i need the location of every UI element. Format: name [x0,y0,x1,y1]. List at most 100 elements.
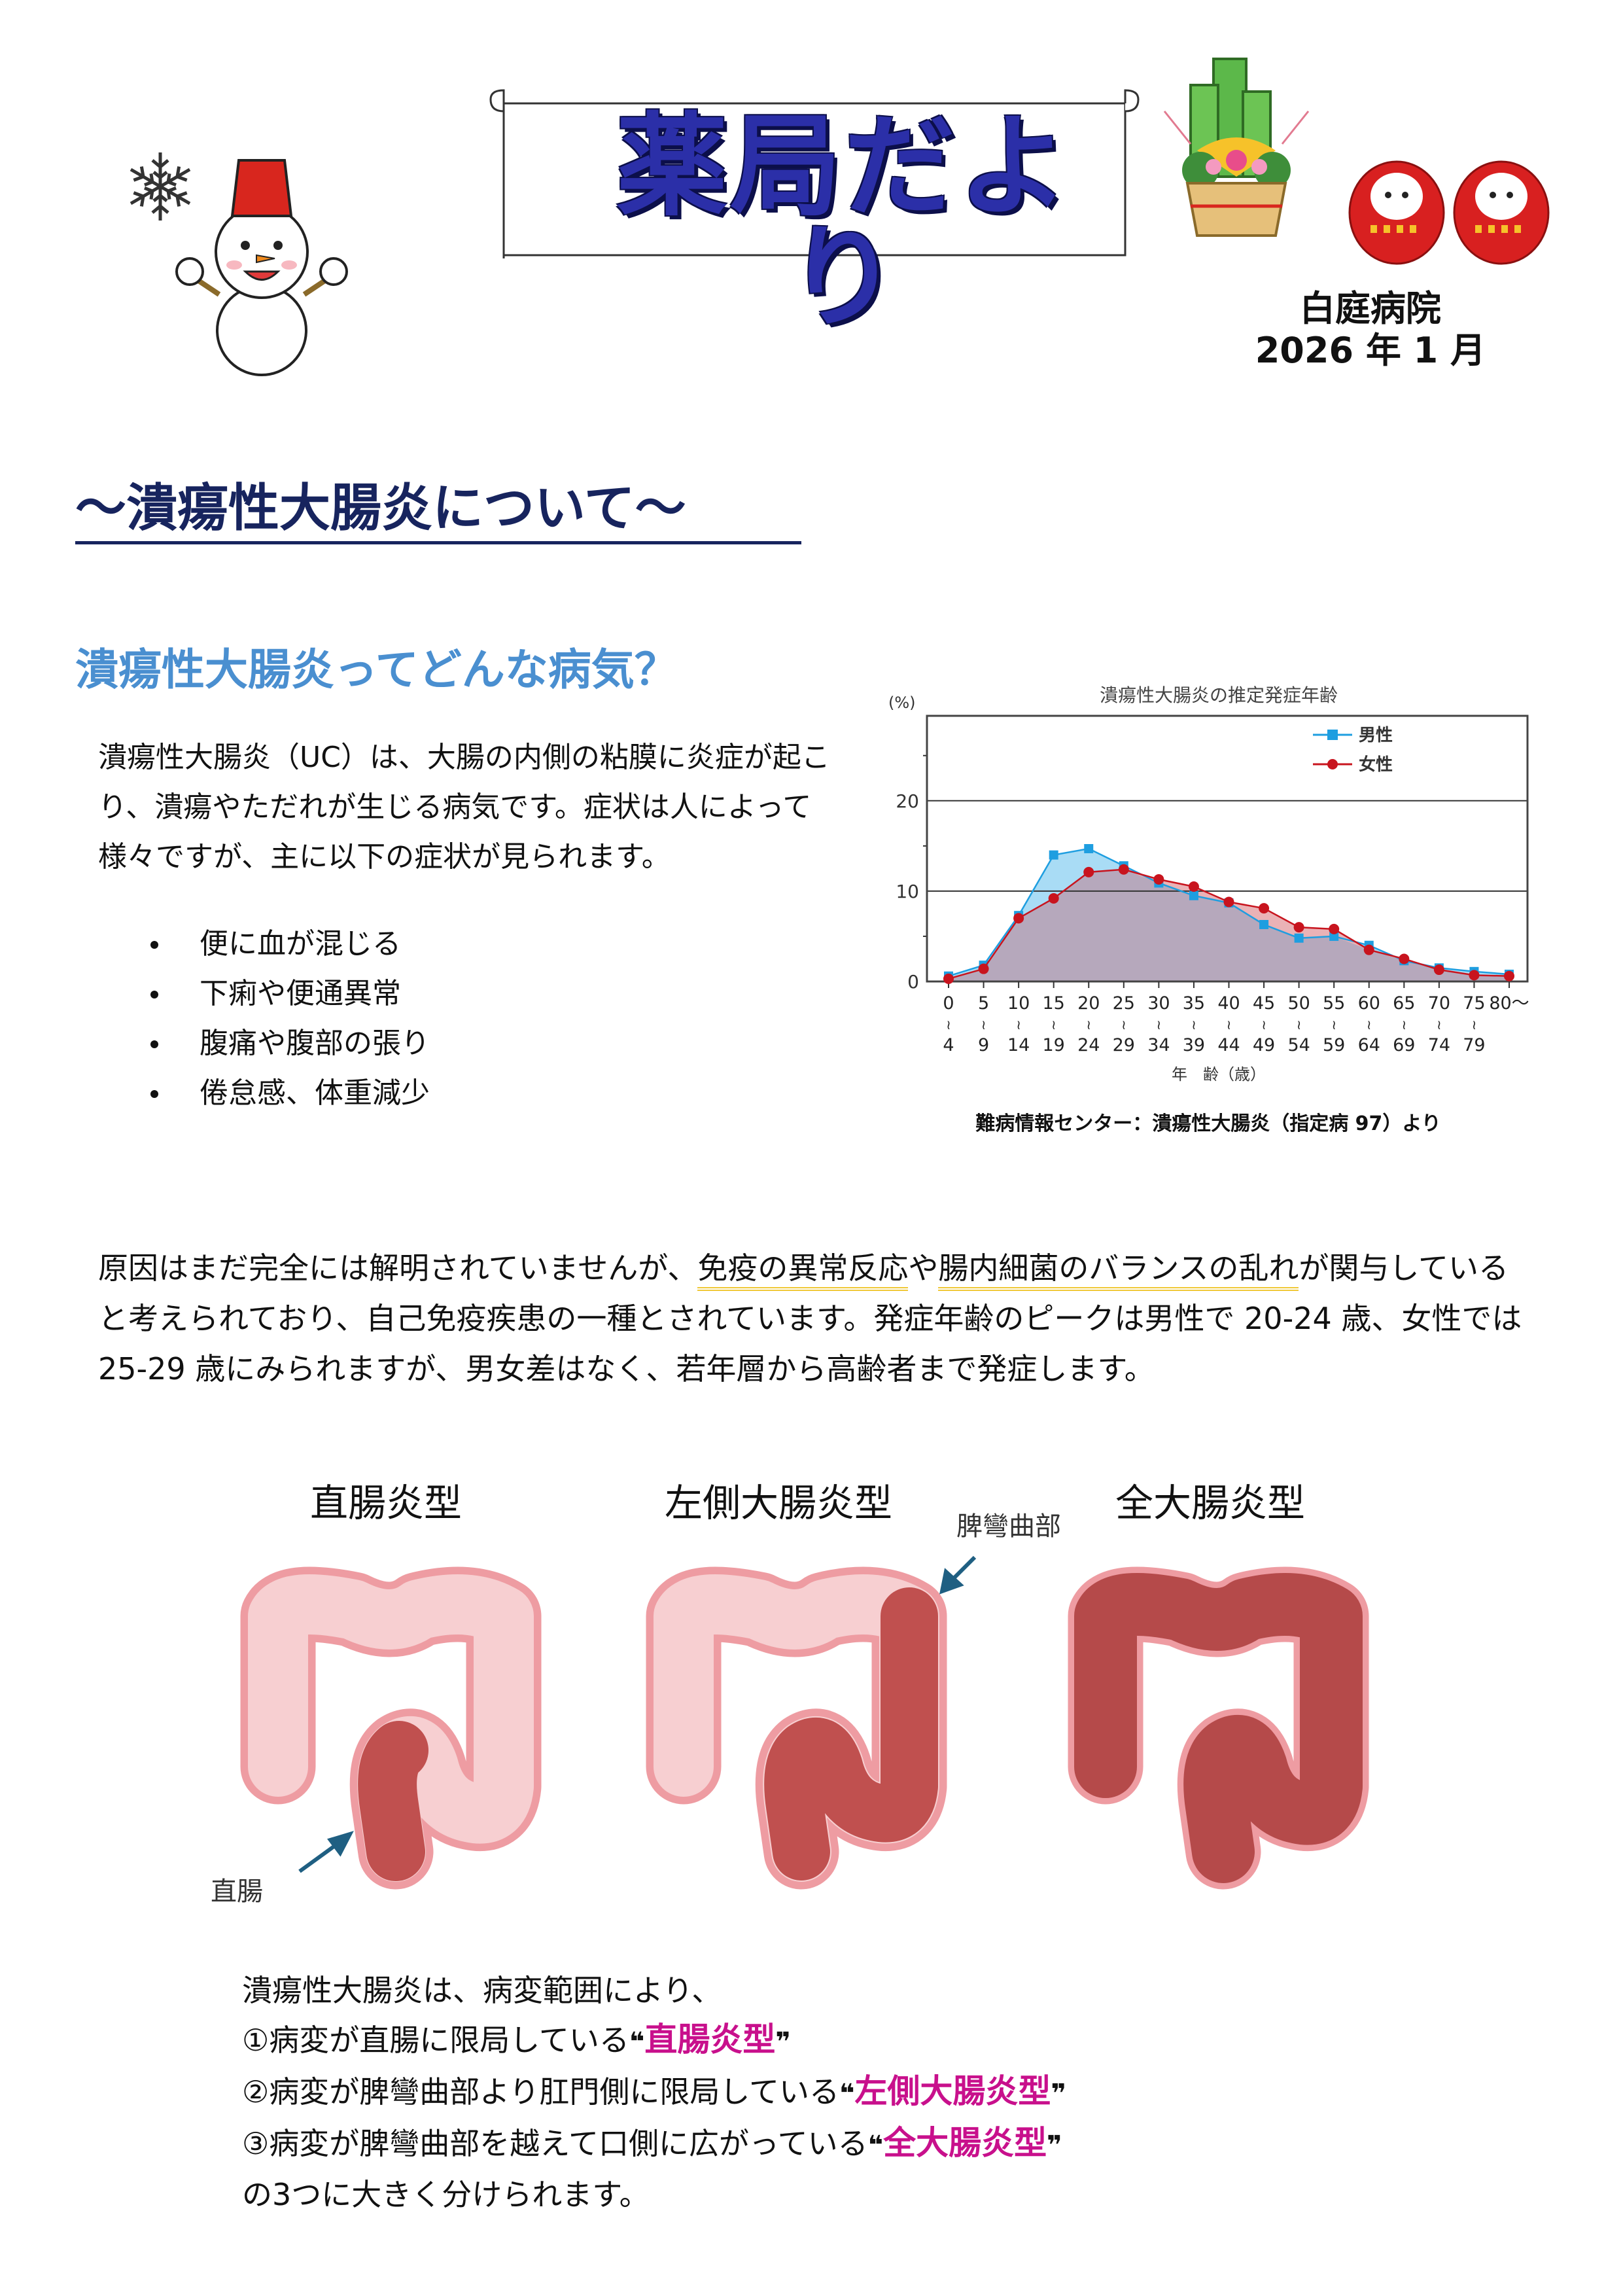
open-quote-icon: ❝ [629,2027,645,2057]
symptom-list: 便に血が混じる 下痢や便通異常 腹痛や腹部の張り 倦怠感、体重減少 [150,919,430,1118]
x-tick-range-icon: ≀ [1227,1017,1232,1033]
item-text: ①病変が直腸に限局している [242,2022,629,2058]
x-tick-range-icon: ≀ [1157,1017,1162,1033]
colon-left-sided [684,1604,909,1852]
data-point [1293,922,1304,933]
type-name: 直腸炎型 [644,2021,776,2058]
x-tick-range-icon: ≀ [1191,1017,1196,1033]
data-point [1153,874,1164,885]
newsletter-title: 薬局だより [616,102,1072,343]
data-point [1048,892,1059,904]
data-point [1049,850,1058,860]
y-tick-label: 10 [896,881,919,902]
x-tick-range-icon: ≀ [1331,1017,1336,1033]
classification-item: ②病変が脾彎曲部より肛門側に限局している❝左側大腸炎型❞ [242,2067,1066,2119]
section-heading: 潰瘍性大腸炎ってどんな病気？ [75,645,678,695]
diagram-title-pancolitis: 全大腸炎型 [1115,1481,1305,1525]
diagram-title-proctitis: 直腸炎型 [309,1481,462,1525]
classification-intro: 潰瘍性大腸炎は、病変範囲により、 [242,1973,722,2008]
list-item: 倦怠感、体重減少 [150,1069,430,1118]
x-tick-range-icon: ≀ [1121,1017,1126,1033]
x-tick-label: 79 [1463,1035,1485,1055]
chart-title: 潰瘍性大腸炎の推定発症年齢 [1100,684,1338,706]
x-tick-label: 29 [1113,1035,1135,1055]
data-point [1259,903,1270,914]
x-tick-label: 4 [943,1035,954,1055]
x-tick-label: 44 [1217,1035,1240,1055]
symptom-text: 便に血が混じる [200,927,401,961]
x-tick-label: 20 [1077,993,1100,1014]
classification-item: ③病変が脾彎曲部を越えて口側に広がっている❝全大腸炎型❞ [242,2119,1066,2170]
x-tick-label: 15 [1043,993,1065,1014]
data-point [1294,933,1304,943]
hospital-name: 白庭病院 [1299,288,1441,329]
bullet-icon [150,1090,158,1098]
legend-marker [1327,759,1338,769]
x-tick-label: 49 [1253,1035,1275,1055]
type-name: 左側大腸炎型 [854,2072,1051,2110]
data-point [1329,931,1339,941]
x-tick-range-icon: ≀ [981,1017,986,1033]
x-tick-label: 39 [1183,1035,1205,1055]
list-item: 腹痛や腹部の張り [150,1019,430,1069]
y-tick-label: 0 [907,971,919,993]
x-tick-label: 19 [1043,1035,1065,1055]
data-point [1469,970,1480,981]
issue-date: 2026 年 1 月 [1255,330,1486,371]
symptom-text: 腹痛や腹部の張り [200,1027,430,1060]
open-quote-icon: ❝ [839,2079,855,2109]
y-tick-label: 20 [896,790,919,812]
arrow-icon [939,1555,977,1595]
text: や [908,1250,939,1286]
x-tick-range-icon: ≀ [1087,1017,1092,1033]
x-tick-label: 50 [1287,993,1310,1014]
item-text: ③病変が脾彎曲部を越えて口側に広がっている [242,2126,868,2161]
data-point [1118,864,1129,875]
data-point [1013,913,1024,924]
inflamed-region [387,1750,399,1852]
x-tick-label: 45 [1253,993,1275,1014]
type-name: 全大腸炎型 [883,2124,1047,2162]
intro-paragraph: 潰瘍性大腸炎（UC）は、大腸の内側の粘膜に炎症が起こり、潰瘍やただれが生じる病気… [98,741,830,874]
x-tick-label: 54 [1287,1035,1310,1055]
x-tick-range-icon: ≀ [1297,1017,1302,1033]
x-tick-label: 80～ [1489,993,1529,1014]
colon-proctitis [278,1604,504,1852]
x-tick-label: 35 [1183,993,1205,1014]
x-tick-label: 59 [1323,1035,1345,1055]
x-tick-label: 25 [1113,993,1135,1014]
open-quote-icon: ❝ [867,2130,884,2161]
snowman-illustration [175,159,348,376]
bullet-icon [150,941,158,949]
close-quote-icon: ❞ [775,2027,791,2057]
classification-text: 潰瘍性大腸炎は、病変範囲により、 ①病変が直腸に限局している❝直腸炎型❞ ②病変… [242,1966,1066,2219]
x-tick-label: 0 [943,993,954,1014]
data-point [1259,920,1269,929]
x-tick-label: 75 [1463,993,1485,1014]
x-axis-label: 年 齢（歳） [1172,1065,1266,1084]
legend-marker [1327,730,1338,740]
x-tick-label: 64 [1358,1035,1380,1055]
x-tick-range-icon: ≀ [946,1017,951,1033]
x-tick-label: 65 [1393,993,1415,1014]
x-tick-label: 74 [1428,1035,1450,1055]
legend-label: 女性 [1359,754,1393,775]
close-quote-icon: ❞ [1047,2130,1062,2161]
x-tick-label: 69 [1393,1035,1415,1055]
x-tick-label: 5 [978,993,989,1014]
data-point [1223,896,1234,908]
diagram-title-left-sided: 左側大腸炎型 [664,1481,892,1525]
colon-pancolitis [1106,1604,1331,1852]
daruma-illustration [1348,150,1554,265]
x-tick-range-icon: ≀ [1016,1017,1021,1033]
x-tick-range-icon: ≀ [1367,1017,1372,1033]
main-heading: ～潰瘍性大腸炎について～ [75,480,801,544]
bullet-icon [150,1040,158,1048]
data-point [1363,944,1374,955]
x-tick-label: 30 [1147,993,1170,1014]
data-point [1399,953,1410,964]
legend-label: 男性 [1359,726,1393,745]
x-tick-label: 70 [1428,993,1450,1014]
data-point [943,973,954,984]
